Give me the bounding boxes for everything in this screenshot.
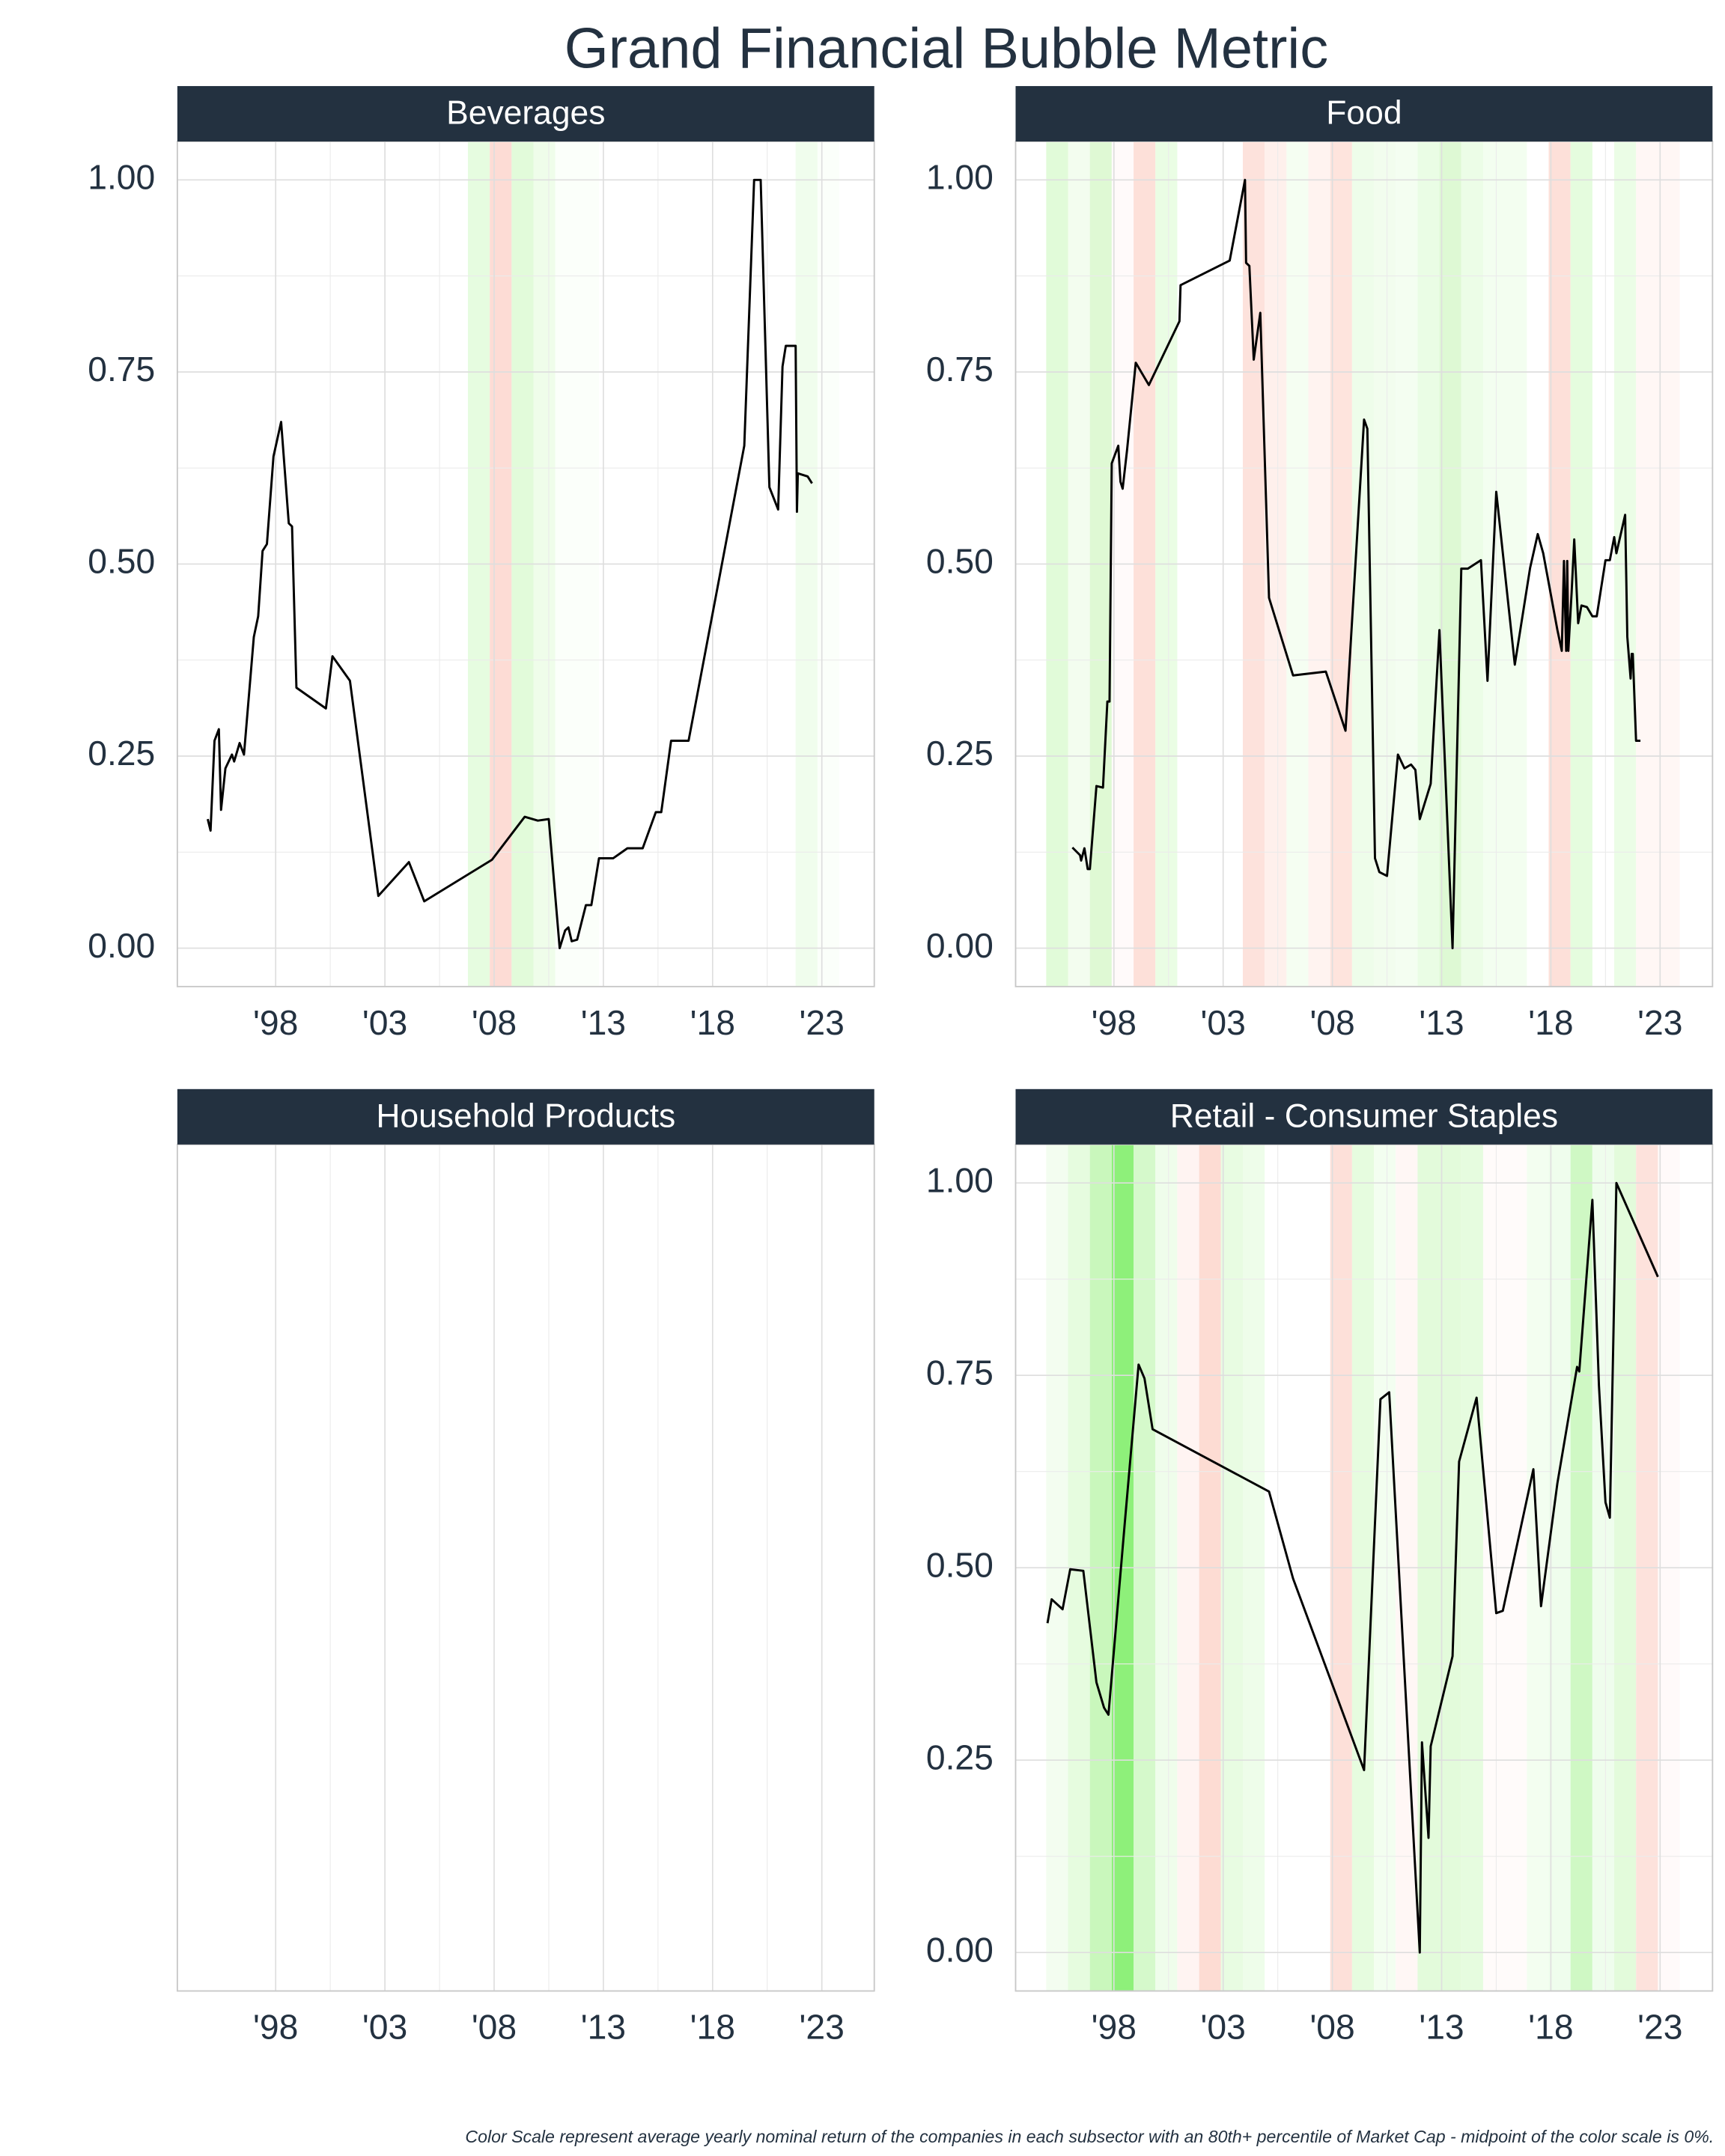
y-tick-label: 0.75: [926, 350, 994, 389]
y-tick-label: 0.25: [88, 734, 155, 773]
strip: [177, 1088, 874, 1145]
panel: Food '98 '03 '08 '13 '18 '23 0.00 0.25 0.50 0.75 1.…: [926, 85, 1714, 1042]
x-tick-label: '03: [362, 1003, 407, 1042]
x-tick-label: '23: [1637, 1003, 1682, 1042]
y-tick-label: 0.75: [926, 1353, 994, 1392]
x-tick-label: '18: [690, 1003, 735, 1042]
y-tick-label: 1.00: [88, 158, 155, 197]
data-line: [1071, 178, 1641, 950]
x-tick-label: '18: [1528, 2008, 1573, 2047]
panel: Beverages '98 '03 '08 '13 '18 '23 0.00 0.25 0.50 0…: [88, 85, 875, 1042]
x-tick-label: '08: [1309, 2008, 1354, 2047]
data-line: [1046, 1181, 1659, 1954]
plot-area: [1015, 1144, 1713, 1991]
x-tick-label: '23: [800, 1003, 845, 1042]
strip: [177, 85, 874, 141]
plot-area: [1015, 141, 1713, 987]
x-tick-label: '03: [1201, 2008, 1246, 2047]
plot-area: [177, 141, 874, 987]
y-tick-label: 0.00: [926, 1930, 994, 1969]
x-tick-label: '98: [1092, 2008, 1137, 2047]
x-tick-label: '08: [472, 1003, 517, 1042]
footnote: Color Scale represent average yearly nom…: [465, 2127, 1714, 2146]
y-tick-label: 0.00: [926, 926, 994, 965]
data-line: [207, 178, 813, 950]
strip: [1015, 85, 1713, 141]
x-tick-label: '08: [472, 2008, 517, 2047]
chart-title: Grand Financial Bubble Metric: [565, 17, 1328, 81]
x-tick-label: '13: [581, 1003, 626, 1042]
x-tick-label: '03: [362, 2008, 407, 2047]
y-tick-label: 0.50: [926, 542, 994, 581]
y-tick-label: 1.00: [926, 158, 994, 197]
plot-area: [275, 1144, 823, 1991]
y-tick-label: 0.00: [88, 926, 155, 965]
x-tick-label: '13: [1419, 2008, 1464, 2047]
panel-title: Food: [1326, 95, 1402, 132]
y-tick-label: 0.50: [88, 542, 155, 581]
y-tick-label: 0.25: [926, 1738, 994, 1776]
panel: Household Products '98 '03 '08 '13 '18 '23: [176, 1088, 875, 2047]
x-tick-label: '13: [581, 2008, 626, 2047]
x-tick-label: '23: [1637, 2008, 1682, 2047]
x-tick-label: '08: [1309, 1003, 1354, 1042]
x-tick-label: '98: [253, 1003, 298, 1042]
panel-title: Retail - Consumer Staples: [1170, 1097, 1558, 1134]
x-tick-label: '03: [1201, 1003, 1246, 1042]
strip: [1015, 1088, 1713, 1145]
x-tick-label: '98: [253, 2008, 298, 2047]
y-tick-label: 1.00: [926, 1160, 994, 1199]
panel: Retail - Consumer Staples '98 '03 '08 '13 '18…: [926, 1088, 1714, 2047]
y-tick-label: 0.75: [88, 350, 155, 389]
y-tick-label: 0.25: [926, 734, 994, 773]
panel-title: Beverages: [446, 95, 605, 132]
x-tick-label: '18: [690, 2008, 735, 2047]
x-tick-label: '13: [1419, 1003, 1464, 1042]
x-tick-label: '18: [1528, 1003, 1573, 1042]
x-tick-label: '23: [800, 2008, 845, 2047]
panel-title: Household Products: [376, 1097, 675, 1134]
x-tick-label: '98: [1092, 1003, 1137, 1042]
y-tick-label: 0.50: [926, 1545, 994, 1584]
